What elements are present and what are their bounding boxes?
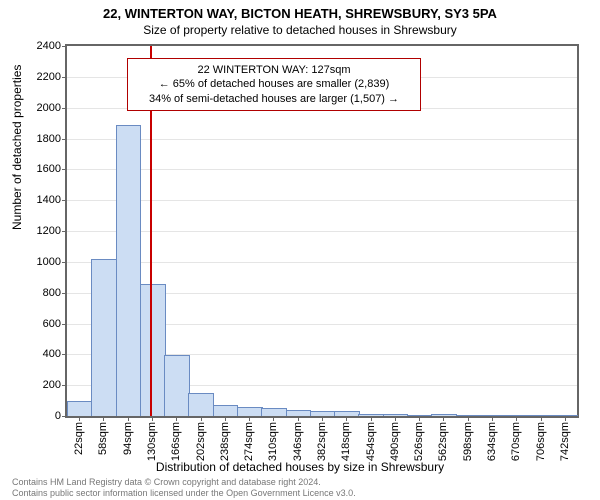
xtick-label: 310sqm — [267, 422, 279, 461]
ytick-label: 1200 — [37, 225, 61, 237]
ytick-label: 2000 — [37, 102, 61, 114]
ytick-label: 200 — [43, 379, 61, 391]
xtick-label: 22sqm — [73, 422, 85, 455]
ytick-mark — [62, 46, 67, 47]
xtick-mark — [541, 416, 542, 421]
xtick-mark — [176, 416, 177, 421]
ytick-label: 2400 — [37, 40, 61, 52]
histogram-bar — [164, 355, 190, 416]
xtick-mark — [492, 416, 493, 421]
ytick-label: 0 — [55, 410, 61, 422]
xtick-mark — [395, 416, 396, 421]
ytick-mark — [62, 77, 67, 78]
xtick-label: 670sqm — [510, 422, 522, 461]
footer-line-1: Contains HM Land Registry data © Crown c… — [12, 477, 356, 487]
title-sub: Size of property relative to detached ho… — [0, 21, 600, 37]
title-main: 22, WINTERTON WAY, BICTON HEATH, SHREWSB… — [0, 0, 600, 21]
ytick-mark — [62, 354, 67, 355]
x-axis-label: Distribution of detached houses by size … — [0, 460, 600, 474]
annotation-line-3: 34% of semi-detached houses are larger (… — [138, 92, 410, 106]
xtick-mark — [152, 416, 153, 421]
xtick-mark — [443, 416, 444, 421]
xtick-mark — [419, 416, 420, 421]
xtick-mark — [79, 416, 80, 421]
xtick-label: 274sqm — [243, 422, 255, 461]
histogram-bar — [67, 401, 93, 416]
xtick-label: 382sqm — [316, 422, 328, 461]
xtick-mark — [103, 416, 104, 421]
xtick-mark — [298, 416, 299, 421]
histogram-bar — [213, 405, 239, 416]
xtick-label: 202sqm — [195, 422, 207, 461]
histogram-bar — [237, 407, 263, 416]
xtick-label: 130sqm — [146, 422, 158, 461]
xtick-mark — [201, 416, 202, 421]
xtick-label: 634sqm — [486, 422, 498, 461]
ytick-mark — [62, 293, 67, 294]
ytick-mark — [62, 262, 67, 263]
xtick-mark — [249, 416, 250, 421]
ytick-mark — [62, 200, 67, 201]
ytick-label: 1800 — [37, 133, 61, 145]
footer-line-2: Contains public sector information licen… — [12, 488, 356, 498]
histogram-bar — [116, 125, 142, 416]
ytick-mark — [62, 139, 67, 140]
gridline — [67, 231, 577, 232]
xtick-label: 562sqm — [437, 422, 449, 461]
xtick-label: 526sqm — [413, 422, 425, 461]
xtick-label: 490sqm — [389, 422, 401, 461]
xtick-label: 706sqm — [535, 422, 547, 461]
annotation-box: 22 WINTERTON WAY: 127sqm← 65% of detache… — [127, 58, 421, 111]
gridline — [67, 139, 577, 140]
annotation-line-1: 22 WINTERTON WAY: 127sqm — [138, 63, 410, 77]
histogram-bar — [261, 408, 287, 416]
xtick-label: 94sqm — [122, 422, 134, 455]
y-axis-label: Number of detached properties — [10, 65, 24, 230]
gridline — [67, 262, 577, 263]
ytick-label: 1000 — [37, 256, 61, 268]
chart-plot-area: 0200400600800100012001400160018002000220… — [65, 44, 579, 418]
ytick-label: 800 — [43, 287, 61, 299]
xtick-label: 346sqm — [292, 422, 304, 461]
ytick-label: 2200 — [37, 71, 61, 83]
ytick-label: 1400 — [37, 194, 61, 206]
ytick-label: 400 — [43, 348, 61, 360]
xtick-label: 454sqm — [365, 422, 377, 461]
xtick-mark — [273, 416, 274, 421]
ytick-mark — [62, 108, 67, 109]
xtick-mark — [346, 416, 347, 421]
ytick-mark — [62, 324, 67, 325]
histogram-bar — [91, 259, 117, 416]
xtick-label: 598sqm — [462, 422, 474, 461]
ytick-label: 1600 — [37, 163, 61, 175]
histogram-bar — [188, 393, 214, 416]
ytick-mark — [62, 231, 67, 232]
xtick-mark — [128, 416, 129, 421]
xtick-mark — [516, 416, 517, 421]
ytick-mark — [62, 385, 67, 386]
xtick-label: 58sqm — [97, 422, 109, 455]
ytick-mark — [62, 169, 67, 170]
xtick-mark — [371, 416, 372, 421]
xtick-label: 418sqm — [340, 422, 352, 461]
xtick-label: 238sqm — [219, 422, 231, 461]
xtick-label: 742sqm — [559, 422, 571, 461]
xtick-label: 166sqm — [170, 422, 182, 461]
ytick-mark — [62, 416, 67, 417]
histogram-bar — [140, 284, 166, 416]
gridline — [67, 200, 577, 201]
footer-attribution: Contains HM Land Registry data © Crown c… — [12, 477, 356, 498]
xtick-mark — [468, 416, 469, 421]
annotation-line-2: ← 65% of detached houses are smaller (2,… — [138, 77, 410, 91]
gridline — [67, 169, 577, 170]
xtick-mark — [565, 416, 566, 421]
xtick-mark — [322, 416, 323, 421]
ytick-label: 600 — [43, 318, 61, 330]
xtick-mark — [225, 416, 226, 421]
chart-container: 22, WINTERTON WAY, BICTON HEATH, SHREWSB… — [0, 0, 600, 500]
